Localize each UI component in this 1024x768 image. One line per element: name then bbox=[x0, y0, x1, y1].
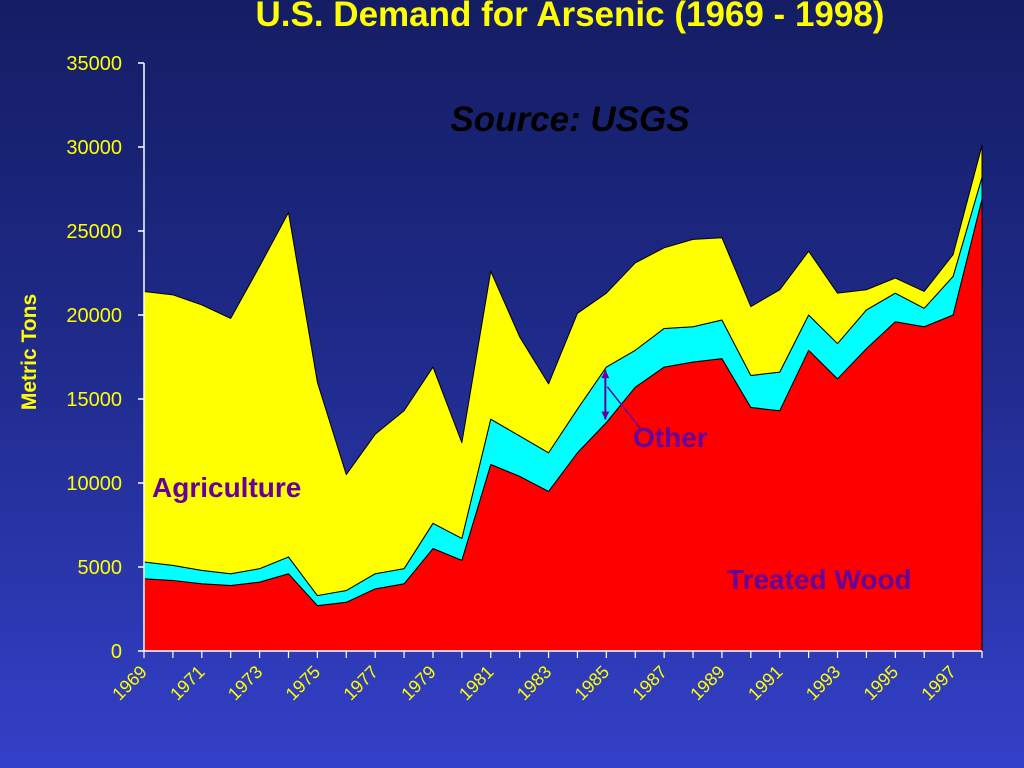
x-tick-label: 1981 bbox=[455, 662, 497, 704]
x-tick-label: 1995 bbox=[860, 662, 902, 704]
pointer-head-down bbox=[601, 411, 610, 420]
y-tick-label: 30000 bbox=[66, 137, 122, 159]
y-tick-label: 15000 bbox=[66, 389, 122, 411]
pointer-leader bbox=[606, 386, 641, 429]
y-axis-label: Metric Tons bbox=[18, 293, 41, 411]
chart-subtitle: Source: USGS bbox=[450, 100, 690, 139]
y-tick-label: 5000 bbox=[78, 557, 123, 579]
x-tick-label: 1971 bbox=[166, 662, 208, 704]
other-pointer bbox=[601, 370, 641, 429]
x-axis-ticks: 1969 1971 1973 1975 1977 1979 1981 1983 1985 1987… bbox=[108, 651, 983, 704]
x-tick-label: 1975 bbox=[282, 662, 324, 704]
y-tick-label: 20000 bbox=[66, 305, 122, 327]
pointer-head-up bbox=[601, 370, 610, 379]
chart-title: U.S. Demand for Arsenic (1969 - 1998) bbox=[255, 0, 885, 34]
x-tick-label: 1997 bbox=[917, 662, 959, 704]
annotation-other: Other bbox=[633, 422, 708, 453]
annotation-treated-wood: Treated Wood bbox=[727, 564, 912, 595]
annotation-agriculture: Agriculture bbox=[152, 472, 302, 503]
x-tick-label: 1979 bbox=[397, 662, 439, 704]
x-tick-label: 1987 bbox=[629, 662, 671, 704]
x-tick-label: 1969 bbox=[108, 662, 150, 704]
x-tick-label: 1983 bbox=[513, 662, 555, 704]
x-tick-label: 1973 bbox=[224, 662, 266, 704]
y-tick-label: 35000 bbox=[66, 53, 122, 75]
x-tick-label: 1991 bbox=[744, 662, 786, 704]
y-tick-label: 25000 bbox=[66, 221, 122, 243]
y-tick-label: 0 bbox=[111, 641, 122, 663]
area-agriculture bbox=[143, 144, 983, 597]
x-tick-label: 1993 bbox=[802, 662, 844, 704]
axes bbox=[143, 63, 982, 652]
x-tick-label: 1977 bbox=[340, 662, 382, 704]
x-tick-label: 1985 bbox=[571, 662, 613, 704]
y-tick-label: 10000 bbox=[66, 473, 122, 495]
x-tick-label: 1989 bbox=[686, 662, 728, 704]
y-axis-ticks: 0 5000 10000 15000 20000 25000 30000 35000 bbox=[66, 53, 144, 663]
